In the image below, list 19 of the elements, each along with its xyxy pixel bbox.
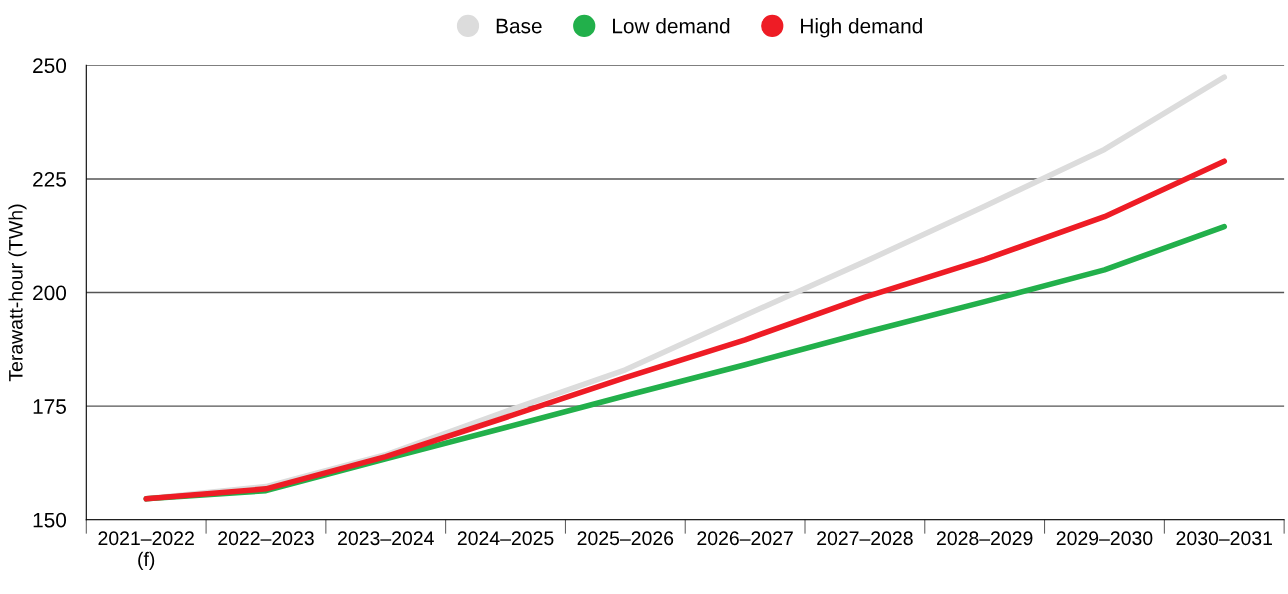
legend-label: Base (496, 18, 542, 34)
x-tick-label: 2025–2026 (577, 531, 674, 546)
y-axis-title: Terawatt-hour (TWh) (8, 204, 27, 382)
x-tick-label: 2030–2031 (1176, 531, 1272, 546)
x-tick-label: 2021–2022 (f) (98, 531, 194, 570)
legend-label: High demand (801, 18, 922, 38)
x-tick-label: 2024–2025 (457, 531, 554, 546)
x-tick-label: 2023–2024 (338, 531, 434, 546)
x-tick-label: 2027–2028 (817, 531, 913, 546)
y-tick-label: 250 (33, 58, 67, 74)
x-tick-label: 2022–2023 (218, 531, 314, 546)
y-tick-label: 200 (33, 285, 67, 301)
y-tick-label: 175 (33, 399, 66, 414)
x-tick-label: 2026–2027 (697, 531, 793, 546)
x-tick-label: 2029–2030 (1056, 531, 1153, 546)
legend-label: Low demand (613, 18, 730, 34)
y-tick-label: 225 (33, 171, 66, 187)
y-tick-label: 150 (33, 512, 67, 528)
x-tick-label: 2028–2029 (937, 531, 1033, 546)
